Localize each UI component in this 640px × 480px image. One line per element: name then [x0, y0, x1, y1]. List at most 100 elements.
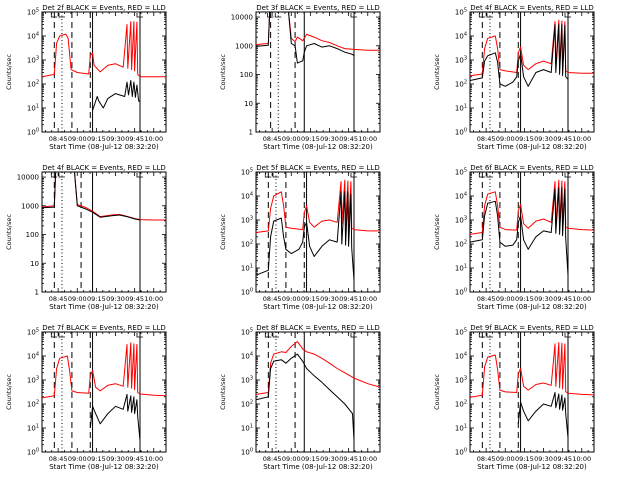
series-line-lld: [42, 172, 166, 221]
y-tick-label: 103: [27, 376, 39, 385]
x-axis-label: Start Time (08-Jul-12 08:32:20): [49, 143, 159, 151]
x-tick-label: 09:00: [496, 455, 515, 463]
y-tick-label: 101: [27, 104, 39, 113]
y-tick-label: 102: [27, 400, 39, 409]
marker-bracket: [58, 333, 65, 338]
x-tick-label: 09:00: [68, 295, 87, 303]
x-tick-label: 10:00: [572, 135, 591, 143]
x-tick-label: 09:30: [320, 135, 339, 143]
marker-bracket: [486, 333, 493, 338]
x-tick-label: 09:00: [282, 455, 301, 463]
x-tick-label: 09:15: [515, 295, 534, 303]
y-tick-label: 102: [241, 240, 253, 249]
panel-title: Det 7f BLACK = Events, RED = LLD: [42, 324, 165, 332]
x-tick-label: 08:45: [263, 455, 282, 463]
y-tick-label: 100: [26, 231, 39, 239]
x-tick-label: 10:00: [144, 295, 163, 303]
x-tick-label: 08:45: [49, 135, 68, 143]
y-tick-label: 10: [30, 260, 39, 268]
x-tick-label: 09:30: [106, 135, 125, 143]
x-tick-label: 10:00: [358, 295, 377, 303]
x-tick-label: 09:45: [339, 135, 358, 143]
x-axis-label: Start Time (08-Jul-12 08:32:20): [263, 463, 373, 471]
series-line-events: [256, 12, 355, 64]
plot-frame: [255, 171, 381, 293]
x-tick-label: 09:30: [106, 295, 125, 303]
y-tick-label: 100: [240, 71, 253, 79]
y-tick-label: 103: [455, 216, 467, 225]
y-tick-label: 1: [249, 129, 253, 137]
x-tick-label: 09:45: [125, 135, 144, 143]
y-tick-label: 100: [455, 448, 467, 457]
series-line-events: [517, 392, 569, 438]
x-tick-label: 08:45: [49, 295, 68, 303]
panel-title: Det 9f BLACK = Events, RED = LLD: [470, 324, 593, 332]
detector-panel: Det 7f BLACK = Events, RED = LLD Counts/s…: [5, 324, 167, 471]
y-tick-label: 104: [27, 32, 39, 41]
y-tick-label: 105: [455, 168, 467, 177]
series-line-lld: [42, 21, 166, 78]
detector-panel: Det 8f BLACK = Events, RED = LLD Counts/s…: [219, 324, 381, 471]
y-axis-label: Counts/sec: [5, 374, 13, 410]
y-tick-label: 100: [455, 288, 467, 297]
series-line-lld: [470, 19, 594, 77]
x-tick-label: 09:45: [553, 455, 572, 463]
x-tick-label: 08:45: [477, 295, 496, 303]
detector-panel: Det 9f BLACK = Events, RED = LLD Counts/s…: [433, 324, 595, 471]
plot-frame: [41, 171, 167, 293]
y-tick-label: 101: [241, 424, 253, 433]
detector-panel: Det 4f BLACK = Events, RED = LLD Counts/s…: [5, 164, 167, 311]
y-axis-label: Counts/sec: [219, 54, 227, 90]
panel-title: Det 3f BLACK = Events, RED = LLD: [256, 4, 379, 12]
y-axis-label: Counts/sec: [433, 374, 441, 410]
marker-bracket: [136, 333, 143, 338]
x-tick-label: 09:45: [339, 455, 358, 463]
x-tick-label: 09:00: [282, 295, 301, 303]
marker-bracket: [478, 173, 486, 178]
marker-bracket: [272, 333, 279, 338]
y-tick-label: 103: [241, 216, 253, 225]
y-tick-label: 104: [241, 352, 253, 361]
y-tick-label: 101: [455, 264, 467, 273]
x-tick-label: 09:15: [87, 135, 106, 143]
x-tick-label: 09:30: [534, 295, 553, 303]
panel-title: Det 4f BLACK = Events, RED = LLD: [470, 4, 593, 12]
y-tick-label: 104: [455, 192, 467, 201]
x-axis-label: Start Time (08-Jul-12 08:32:20): [49, 303, 159, 311]
y-tick-label: 100: [27, 448, 39, 457]
detector-panel: Det 6f BLACK = Events, RED = LLD Counts/s…: [433, 164, 595, 311]
y-tick-label: 103: [455, 56, 467, 65]
y-tick-label: 105: [241, 168, 253, 177]
y-tick-label: 102: [241, 400, 253, 409]
x-tick-label: 10:00: [358, 455, 377, 463]
y-tick-label: 104: [455, 32, 467, 41]
x-tick-label: 09:30: [534, 455, 553, 463]
marker-bracket: [564, 333, 571, 338]
y-tick-label: 105: [27, 8, 39, 17]
x-tick-label: 09:45: [125, 295, 144, 303]
x-tick-label: 08:45: [49, 455, 68, 463]
y-tick-label: 104: [455, 352, 467, 361]
plot-frame: [41, 11, 167, 133]
series-line-lld: [256, 12, 380, 51]
x-tick-label: 10:00: [144, 135, 163, 143]
y-tick-label: 101: [27, 424, 39, 433]
marker-bracket: [264, 333, 272, 338]
x-tick-label: 09:15: [515, 135, 534, 143]
y-tick-label: 10000: [231, 14, 253, 22]
series-line-events: [256, 353, 355, 441]
y-tick-label: 104: [241, 192, 253, 201]
series-line-lld: [42, 342, 166, 399]
y-tick-label: 1000: [21, 202, 39, 210]
x-tick-label: 08:45: [477, 455, 496, 463]
panel-title: Det 4f BLACK = Events, RED = LLD: [42, 164, 165, 172]
marker-bracket: [564, 13, 571, 18]
y-tick-label: 100: [455, 128, 467, 137]
plot-frame: [255, 331, 381, 453]
y-tick-label: 105: [27, 328, 39, 337]
y-tick-label: 101: [455, 104, 467, 113]
plot-frame: [469, 331, 595, 453]
plot-frame: [41, 331, 167, 453]
panel-title: Det 6f BLACK = Events, RED = LLD: [470, 164, 593, 172]
x-tick-label: 09:30: [320, 455, 339, 463]
